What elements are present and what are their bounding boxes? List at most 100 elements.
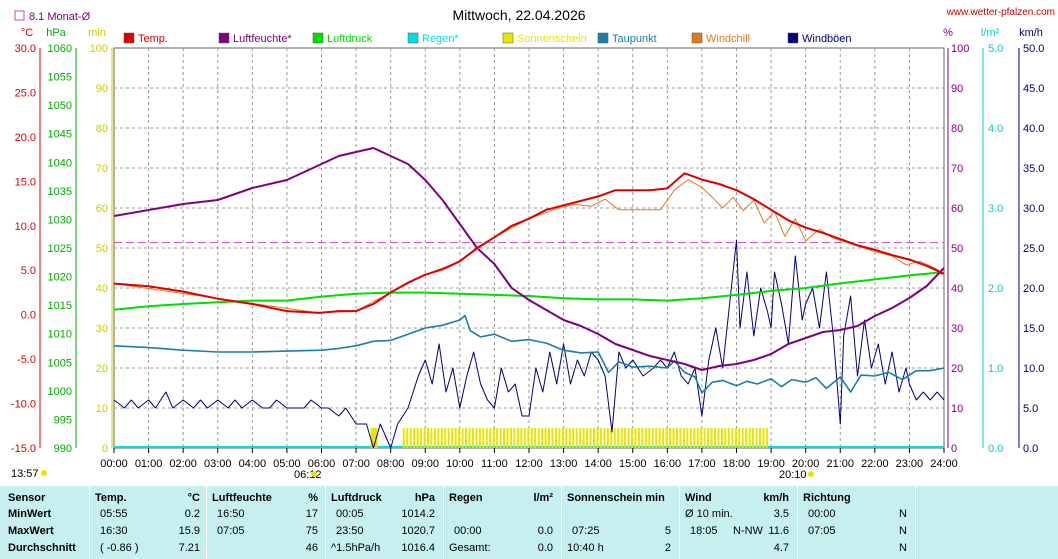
y-tick-label-hum: 70 [951,163,963,175]
sunshine-bar [575,428,578,448]
chart-series [113,147,945,449]
sunshine-bar [714,428,717,448]
y-tick-label-wind: 35.0 [1023,163,1044,175]
sunshine-bar [596,428,599,448]
y-tick-label-press: 1000 [48,386,72,398]
sunshine-bar [599,428,602,448]
y-tick-label-temp: 0.0 [21,310,36,322]
y-tick-label-temp: 5.0 [21,265,36,277]
sunshine-bar [745,428,748,448]
site-url: www.wetter-pfalzen.com [946,7,1055,18]
sunshine-bar [762,428,765,448]
sunshine-bar [370,428,378,448]
temp-value: 15.9 [178,525,200,537]
y-tick-label-press: 1040 [48,157,72,169]
y-tick-label-hum: 30 [951,323,963,335]
sunshine-bar [440,428,443,448]
header-humidity: Luftfeuchte [212,492,272,504]
legend-swatch-hum [218,32,230,44]
sunshine-bar [634,428,637,448]
series-gust [113,239,945,449]
row-label: MaxWert [8,525,54,537]
pressure-time: 23:50 [336,525,364,537]
sunshine-bar [489,428,492,448]
sunshine-bar [451,428,454,448]
x-tick-label: 10:00 [446,458,474,470]
header-wind-unit: km/h [763,492,789,504]
rain-value: 0.0 [537,525,553,537]
chart-title: Mittwoch, 22.04.2026 [452,7,585,23]
series-hum [113,147,945,371]
sunshine-bar [565,428,568,448]
y-tick-label-hum: 100 [951,43,969,55]
legend-label-gust: Windböen [802,33,852,45]
monthly-avg-legend-icon [14,10,25,21]
pressure-time: ^1.5hPa/h [331,542,381,554]
sunshine-bar [662,428,665,448]
sunshine-bar [413,428,416,448]
direction-value: N [899,508,907,520]
x-tick-label: 23:00 [896,458,924,470]
sunshine-bar [458,428,461,448]
y-tick-label-press: 990 [54,443,72,455]
direction-time: 00:00 [808,508,836,520]
y-tick-label-sun: 20 [96,363,108,375]
legend-swatch-rain [407,32,419,44]
rain-time: 00:00 [454,525,482,537]
y-tick-label-hum: 80 [951,123,963,135]
wind-time: 18:05 [690,525,718,537]
sunshine-bar [430,428,433,448]
temp-time: 16:30 [100,525,128,537]
y-tick-label-wind: 50.0 [1023,43,1044,55]
series-dew [113,314,945,394]
y-axis-unit-wind: km/h [1019,27,1043,39]
temp-time: 05:55 [100,508,128,520]
y-tick-label-hum: 40 [951,283,963,295]
y-tick-label-sun: 0 [102,443,108,455]
sunshine-bar [669,428,672,448]
sunshine-bar [703,428,706,448]
chart-axes: 00:00 01:00 02:00 03:00 04:00 05:00 06:00 07:00… [11,27,1045,470]
pressure-time: 00:05 [336,508,364,520]
sunshine-bar [610,428,613,448]
wind-time: Ø 10 min. [685,508,733,520]
sunshine-bar [471,428,474,448]
sunshine-bar [700,428,703,448]
sunshine-bar [437,428,440,448]
sunshine-bar [454,428,457,448]
y-tick-label-rain: 2.0 [988,283,1003,295]
header-direction: Richtung [803,492,851,504]
sunshine-bar [648,428,651,448]
x-tick-label: 07:00 [342,458,370,470]
y-tick-label-sun: 60 [96,203,108,215]
sunshine-bar [503,428,506,448]
y-tick-label-press: 1005 [48,357,72,369]
x-tick-label: 01:00 [135,458,163,470]
y-tick-label-wind: 15.0 [1023,323,1044,335]
x-tick-label: 08:00 [377,458,405,470]
header-wind: Wind [685,492,712,504]
x-tick-label: 04:00 [239,458,267,470]
header-sensor: Sensor [8,492,46,504]
sunshine-bar [707,428,710,448]
chart-legend: Temp. Luftfeuchte* Luftdruck Regen* Sonnensc… [123,32,852,45]
y-tick-label-press: 1015 [48,300,72,312]
sunshine-bar [551,428,554,448]
wind-value: 4.7 [773,542,789,554]
sunshine-bar [509,428,512,448]
y-axis-unit-press: hPa [46,27,66,39]
stats-header-row: Sensor Temp. °C Luftfeuchte % Luftdruck … [0,490,1058,507]
sunshine-bar [720,428,723,448]
header-sunshine: Sonnenschein min [567,492,665,504]
y-tick-label-sun: 90 [96,83,108,95]
sunshine-bar [461,428,464,448]
legend-label-temp: Temp. [138,33,168,45]
sunshine-bar [641,428,644,448]
x-tick-label: 20:00 [792,458,820,470]
x-tick-label: 22:00 [861,458,889,470]
y-tick-label-temp: 10.0 [15,221,36,233]
y-tick-label-temp: 20.0 [15,132,36,144]
sunshine-bar [513,428,516,448]
sunshine-bar [655,428,658,448]
sunshine-bar [627,428,630,448]
